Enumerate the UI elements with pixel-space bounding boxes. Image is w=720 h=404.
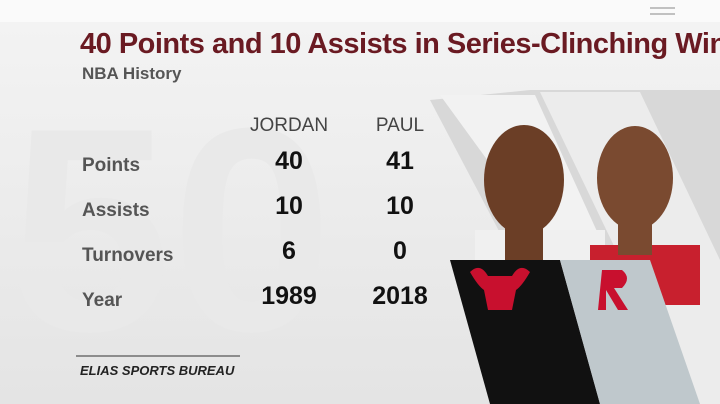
cell-value: 10 <box>386 192 414 220</box>
cell-value: 0 <box>393 237 407 265</box>
top-bar <box>0 0 720 22</box>
row-label: Assists <box>82 200 150 221</box>
row-label: Turnovers <box>82 245 174 266</box>
rockets-logo <box>598 270 628 310</box>
cell-value: 2018 <box>372 282 428 310</box>
subtitle: NBA History <box>82 64 182 83</box>
team-panel <box>560 260 700 404</box>
bulls-logo <box>470 267 530 310</box>
column-header: JORDAN <box>250 115 328 136</box>
stats-table: JORDAN PAUL Points 40 41 Assists 10 10 Turnovers… <box>82 115 428 311</box>
title: 40 Points and 10 Assists in Series-Clinc… <box>80 28 720 60</box>
cell-value: 6 <box>282 237 296 265</box>
cell-value: 10 <box>275 192 303 220</box>
row-label: Year <box>82 290 123 311</box>
cell-value: 41 <box>386 147 414 175</box>
row-label: Points <box>82 155 140 176</box>
cell-value: 40 <box>275 147 303 175</box>
source: ELIAS SPORTS BUREAU <box>80 363 235 378</box>
column-header: PAUL <box>376 115 424 136</box>
watermark: 50 <box>10 68 333 392</box>
cell-value: 1989 <box>261 282 317 310</box>
